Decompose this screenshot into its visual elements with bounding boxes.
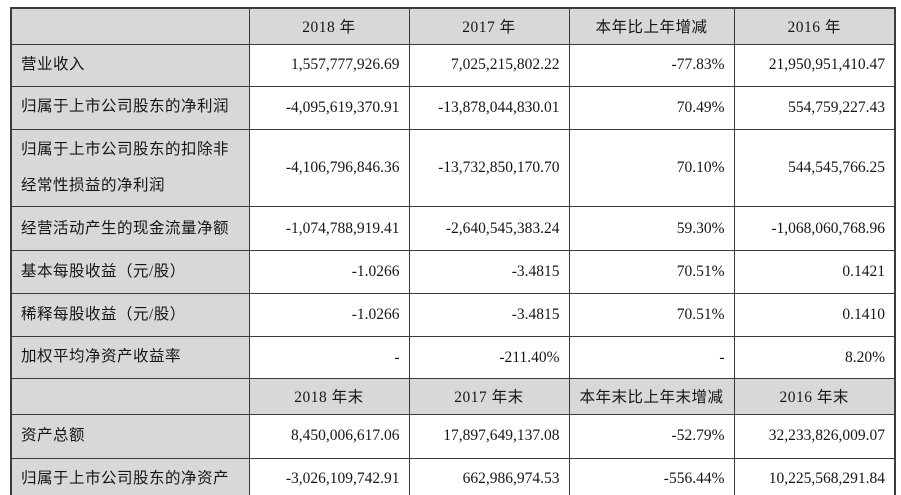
value-2017: 662,986,974.53 [408,457,570,495]
value-2016: 21,950,951,410.47 [733,43,896,87]
table-header-row-yearend: 2018 年末 2017 年末 本年末比上年末增减 2016 年末 [10,377,896,415]
value-2017: 17,897,649,137.08 [408,413,570,459]
value-yoy: -77.83% [568,43,735,87]
header-yoy-change: 本年比上年增减 [568,7,735,45]
table-row: 稀释每股收益（元/股） -1.0266 -3.4815 70.51% 0.141… [10,293,896,338]
table-row: 基本每股收益（元/股） -1.0266 -3.4815 70.51% 0.142… [10,250,896,295]
table-row: 经营活动产生的现金流量净额 -1,074,788,919.41 -2,640,5… [10,206,896,252]
header-2016: 2016 年 [733,7,896,45]
header-2017-end: 2017 年末 [408,377,570,415]
table-row: 归属于上市公司股东的净资产 -3,026,109,742.91 662,986,… [10,457,896,495]
value-2018: -4,106,796,846.36 [248,128,410,208]
value-2018: 1,557,777,926.69 [248,43,410,87]
value-2017: -3.4815 [408,250,570,295]
row-label: 营业收入 [10,43,250,87]
value-yoy: 70.49% [568,85,735,130]
table-row: 归属于上市公司股东的净利润 -4,095,619,370.91 -13,878,… [10,85,896,130]
value-2016: 0.1410 [733,293,896,338]
row-label: 加权平均净资产收益率 [10,336,250,379]
value-2018: -1.0266 [248,293,410,338]
key-indicators-table: 2018 年 2017 年 本年比上年增减 2016 年 营业收入 1,557,… [10,7,896,495]
value-yoy: 70.51% [568,250,735,295]
row-label: 经营活动产生的现金流量净额 [10,206,250,252]
value-2018: 8,450,006,617.06 [248,413,410,459]
header-blank-cell [10,7,250,45]
value-yoy: 59.30% [568,206,735,252]
value-yoy: 70.10% [568,128,735,208]
value-2017: -2,640,545,383.24 [408,206,570,252]
row-label: 归属于上市公司股东的扣除非经常性损益的净利润 [10,128,250,208]
table-row: 资产总额 8,450,006,617.06 17,897,649,137.08 … [10,413,896,459]
value-2018: - [248,336,410,379]
row-label: 基本每股收益（元/股） [10,250,250,295]
value-2018: -4,095,619,370.91 [248,85,410,130]
table-row: 加权平均净资产收益率 - -211.40% - 8.20% [10,336,896,379]
value-2017: -13,732,850,170.70 [408,128,570,208]
header-2016-end: 2016 年末 [733,377,896,415]
header-2017: 2017 年 [408,7,570,45]
header-blank-cell [10,377,250,415]
value-2016: 0.1421 [733,250,896,295]
value-2018: -1,074,788,919.41 [248,206,410,252]
value-yoy: 70.51% [568,293,735,338]
value-2016: 8.20% [733,336,896,379]
header-2018-end: 2018 年末 [248,377,410,415]
table-row: 归属于上市公司股东的扣除非经常性损益的净利润 -4,106,796,846.36… [10,128,896,208]
value-2017: -211.40% [408,336,570,379]
row-label: 稀释每股收益（元/股） [10,293,250,338]
value-2018: -1.0266 [248,250,410,295]
value-2017: -13,878,044,830.01 [408,85,570,130]
header-2018: 2018 年 [248,7,410,45]
value-yoy: -556.44% [568,457,735,495]
table-row: 营业收入 1,557,777,926.69 7,025,215,802.22 -… [10,43,896,87]
value-yoy: -52.79% [568,413,735,459]
value-2017: -3.4815 [408,293,570,338]
row-label: 资产总额 [10,413,250,459]
header-yearend-change: 本年末比上年末增减 [568,377,735,415]
value-2016: 10,225,568,291.84 [733,457,896,495]
value-2016: 544,545,766.25 [733,128,896,208]
table-header-row-annual: 2018 年 2017 年 本年比上年增减 2016 年 [10,7,896,45]
value-2017: 7,025,215,802.22 [408,43,570,87]
value-yoy: - [568,336,735,379]
row-label: 归属于上市公司股东的净利润 [10,85,250,130]
value-2016: 32,233,826,009.07 [733,413,896,459]
row-label: 归属于上市公司股东的净资产 [10,457,250,495]
value-2018: -3,026,109,742.91 [248,457,410,495]
value-2016: -1,068,060,768.96 [733,206,896,252]
value-2016: 554,759,227.43 [733,85,896,130]
